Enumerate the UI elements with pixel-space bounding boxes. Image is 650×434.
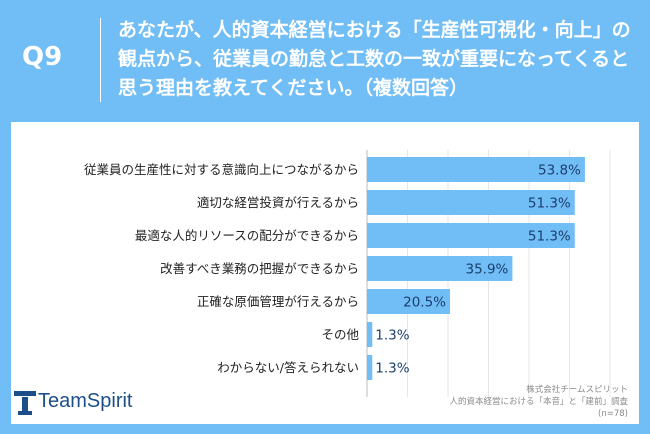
- category-label: 改善すべき業務の把握ができるから: [160, 261, 359, 276]
- survey-credit: 株式会社チームスピリット 人的資本経営における「本音」と「建前」調査 (n=78…: [449, 384, 628, 420]
- bar: [367, 256, 513, 281]
- value-label: 1.3%: [375, 328, 409, 344]
- bar: [367, 322, 373, 347]
- category-label: わからない/答えられない: [217, 360, 359, 375]
- teamspirit-logo-text: TeamSpirit: [38, 390, 133, 412]
- bar: [367, 190, 575, 215]
- bar: [367, 157, 585, 182]
- question-header: Q9 あなたが、人的資本経営における「生産性可視化・向上」の観点から、従業員の勤…: [0, 0, 650, 122]
- bar: [367, 355, 373, 380]
- value-label: 53.8%: [538, 163, 581, 179]
- value-label: 51.3%: [528, 196, 571, 212]
- value-label: 20.5%: [403, 295, 446, 311]
- teamspirit-logo-icon: [14, 391, 36, 415]
- value-label: 1.3%: [375, 361, 409, 377]
- value-label: 51.3%: [528, 229, 571, 245]
- value-label: 35.9%: [466, 262, 509, 278]
- credit-survey: 人的資本経営における「本音」と「建前」調査: [449, 397, 628, 407]
- category-label: その他: [321, 327, 359, 342]
- category-label: 正確な原価管理が行えるから: [197, 294, 359, 309]
- header-divider: [100, 18, 101, 102]
- question-number: Q9: [22, 42, 63, 72]
- question-text: あなたが、人的資本経営における「生産性可視化・向上」の観点から、従業員の勤怠と工…: [118, 19, 631, 99]
- category-label: 適切な経営投資が行えるから: [197, 195, 359, 210]
- credit-company: 株式会社チームスピリット: [526, 385, 628, 395]
- category-label: 従業員の生産性に対する意識向上につながるから: [84, 162, 359, 177]
- bar: [367, 223, 575, 248]
- bar: [367, 289, 451, 314]
- credit-sample-size: (n=78): [598, 409, 628, 419]
- category-label: 最適な人的リソースの配分ができるから: [135, 228, 359, 243]
